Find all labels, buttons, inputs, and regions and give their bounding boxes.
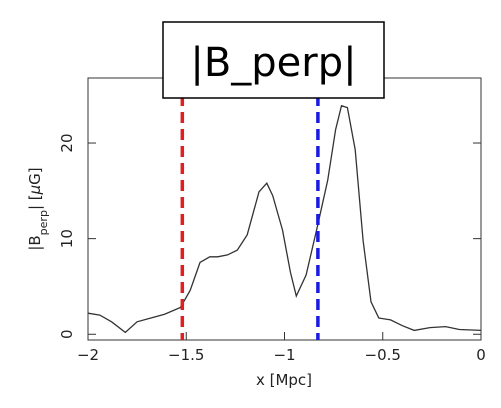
y-tick-label: 0 xyxy=(58,329,76,339)
y-tick-label: 20 xyxy=(58,133,76,152)
x-tick-label: −2 xyxy=(77,346,99,364)
plot-frame xyxy=(87,77,482,341)
y-tick-label: 10 xyxy=(58,229,76,248)
title-box xyxy=(162,21,385,99)
x-tick-label: 0 xyxy=(476,346,486,364)
data-line xyxy=(87,104,482,334)
x-tick-label: −1.5 xyxy=(168,346,204,364)
x-tick-label: −1 xyxy=(273,346,295,364)
x-axis-label: x [Mpc] xyxy=(256,371,312,389)
x-tick-label: −0.5 xyxy=(365,346,401,364)
y-axis-label-part: G] xyxy=(26,167,44,184)
y-axis-label: |Bperp| [μG] xyxy=(26,167,50,250)
y-axis-label-part: perp xyxy=(37,210,50,235)
chart-title: |B_perp| xyxy=(190,40,356,86)
y-axis-label-part: | [ xyxy=(26,194,44,210)
y-axis-label-part: μ xyxy=(26,185,44,196)
y-axis-label-part: |B xyxy=(26,235,44,250)
